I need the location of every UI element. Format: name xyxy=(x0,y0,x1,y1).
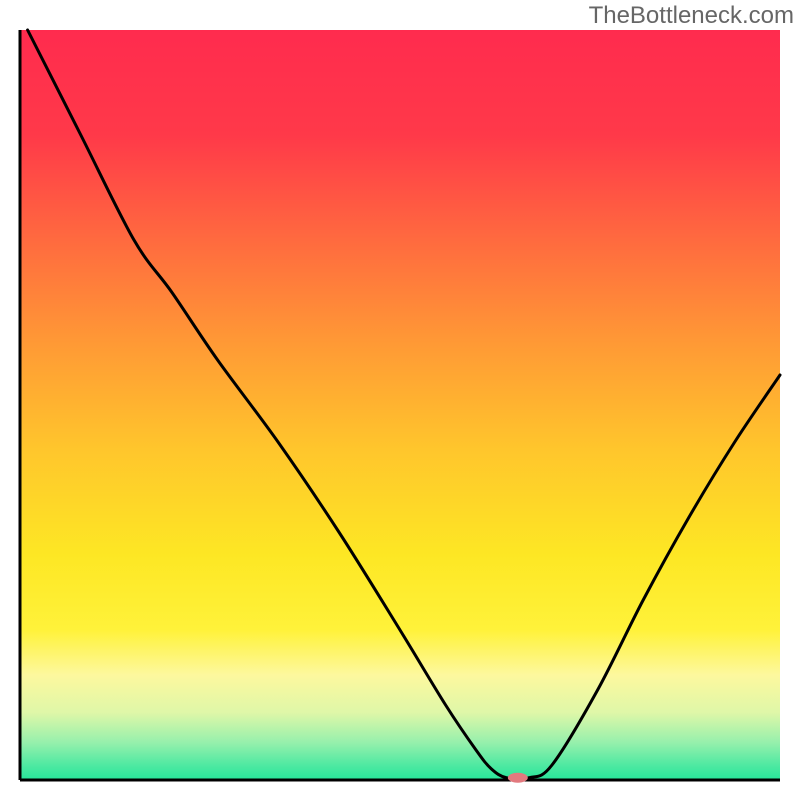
chart-svg xyxy=(0,0,800,800)
plot-background xyxy=(20,30,780,780)
watermark-text: TheBottleneck.com xyxy=(589,2,794,30)
bottleneck-chart: TheBottleneck.com xyxy=(0,0,800,800)
optimal-marker xyxy=(508,773,528,783)
